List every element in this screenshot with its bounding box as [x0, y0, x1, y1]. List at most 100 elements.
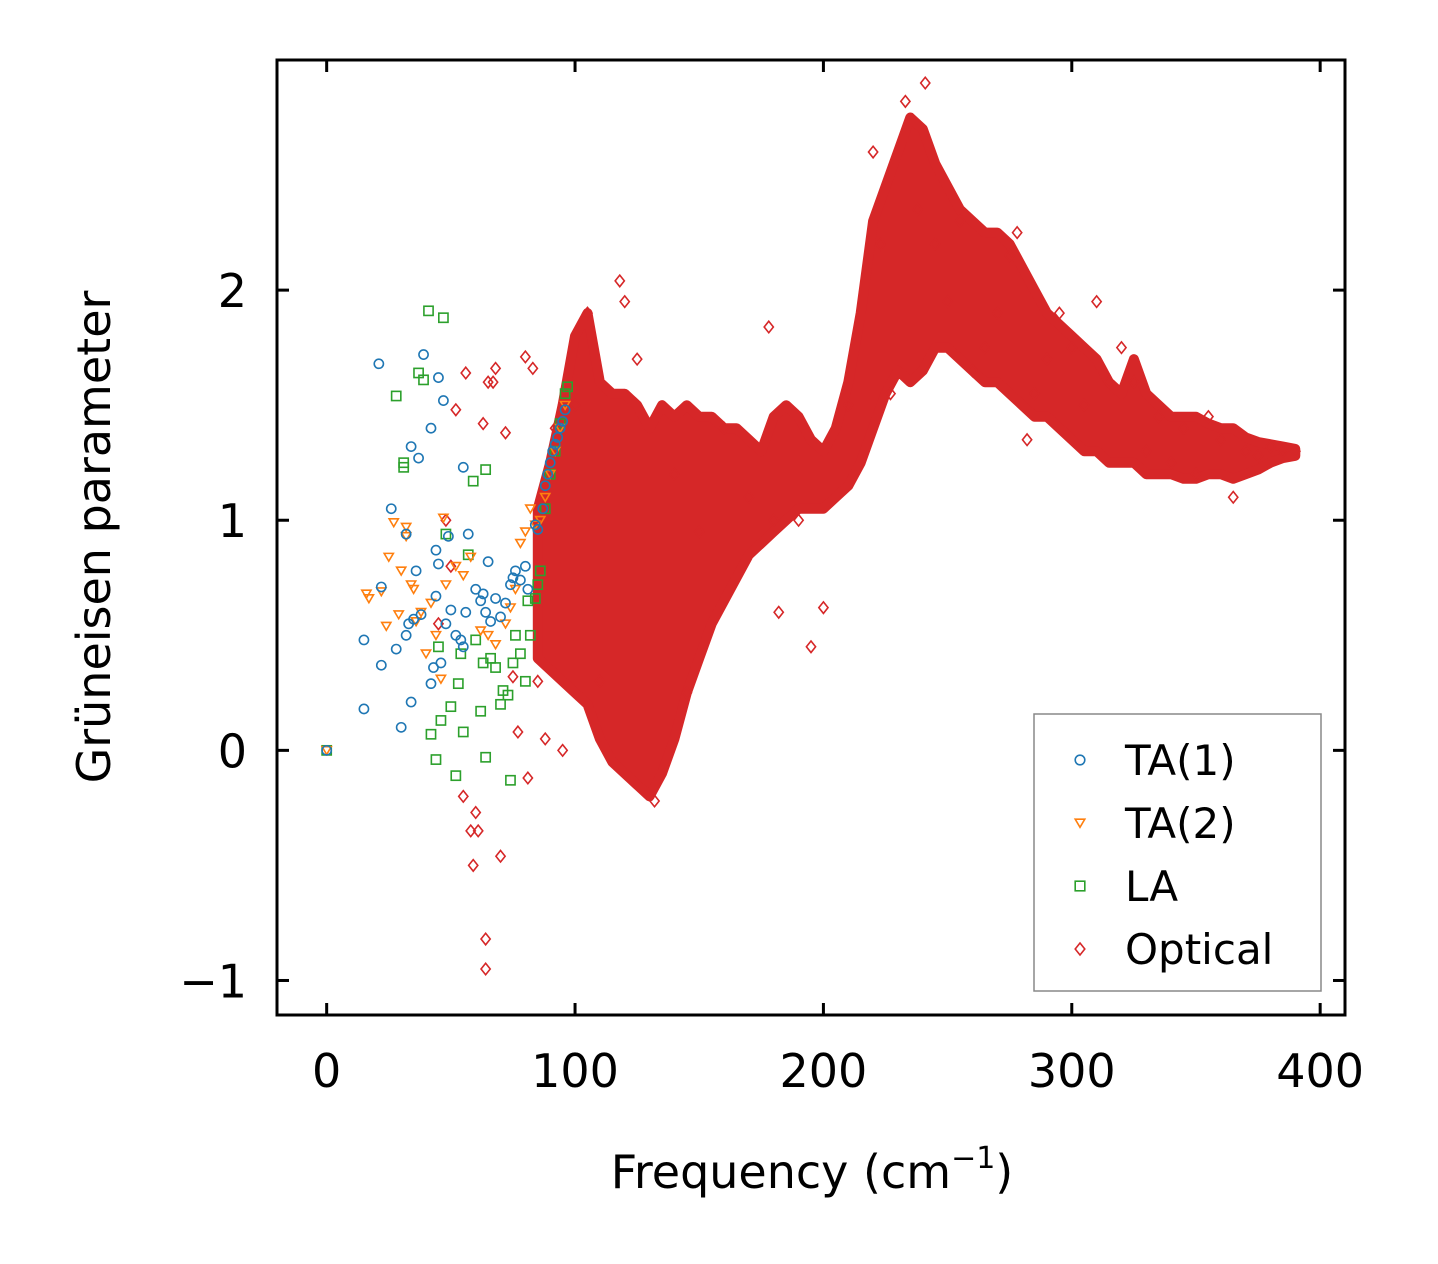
ta-1-point	[544, 457, 556, 469]
ta-1-point	[433, 372, 444, 383]
ta-1-point	[435, 657, 447, 669]
ta-2-point	[320, 745, 333, 757]
ta-1-point	[547, 445, 559, 457]
legend-label: TA(2)	[1124, 799, 1236, 848]
ta-1-point	[537, 503, 549, 515]
ta-1-point	[410, 565, 422, 577]
la-point	[470, 634, 482, 646]
optical-point	[1277, 444, 1289, 459]
ta-1-point	[405, 696, 417, 708]
optical-point	[1289, 444, 1301, 459]
optical-point	[792, 513, 805, 528]
ta-2-point	[415, 607, 428, 619]
la-point	[452, 678, 464, 690]
optical-point	[1202, 409, 1215, 424]
ta-1-point	[554, 422, 566, 434]
ta-1-point	[457, 641, 469, 653]
la-point	[462, 549, 474, 561]
optical-point	[1011, 225, 1023, 240]
ta-1-point	[515, 574, 526, 586]
la-point	[495, 698, 506, 710]
ta-1-point	[559, 404, 571, 416]
la-point	[435, 715, 447, 726]
ta-1-point	[428, 662, 439, 673]
optical-point	[472, 823, 484, 838]
optical-point	[768, 513, 780, 528]
ta-1-point	[475, 595, 487, 607]
ta-2-point	[407, 584, 420, 595]
legend-label: LA	[1125, 862, 1178, 911]
optical-point	[773, 605, 785, 620]
optical-point	[1252, 448, 1264, 463]
ta-2-point	[395, 566, 408, 577]
optical-point	[1153, 409, 1165, 424]
ta-1-point	[519, 560, 531, 572]
optical-point	[507, 669, 519, 684]
ta-2-point	[429, 630, 442, 642]
ta-1-point	[408, 613, 420, 625]
la-point	[529, 593, 541, 604]
ta-1-point	[495, 611, 506, 623]
ta-1-point	[440, 618, 452, 630]
ta-1-point	[390, 643, 402, 655]
la-point	[480, 751, 492, 763]
ta-2-point	[434, 674, 447, 685]
optical-point	[581, 306, 594, 321]
la-point	[425, 728, 437, 740]
la-point	[445, 701, 457, 713]
ta-2-point	[437, 513, 450, 524]
optical-point	[594, 674, 606, 689]
legend-marker	[1074, 941, 1086, 957]
ta-1-point	[425, 678, 437, 690]
ta-1-point	[385, 503, 397, 515]
la-point	[505, 774, 516, 786]
optical-point	[1103, 375, 1115, 390]
la-point	[418, 374, 429, 386]
la-point	[398, 457, 410, 469]
optical-point	[743, 490, 755, 505]
la-point	[480, 464, 492, 476]
ta-2-point	[482, 630, 495, 642]
optical-band-area	[532, 112, 1301, 802]
x-axis-title-main: Frequency (cm	[611, 1145, 951, 1199]
ta-2-point	[519, 527, 532, 538]
la-point	[450, 770, 462, 782]
optical-point	[1053, 306, 1065, 321]
optical-point	[450, 402, 462, 417]
ta-2-point	[362, 594, 375, 605]
optical-point	[1165, 455, 1177, 470]
optical-point	[1190, 467, 1202, 482]
optical-point	[522, 770, 534, 786]
optical-point	[470, 805, 482, 820]
optical-point	[867, 145, 879, 160]
ta-1-point	[507, 572, 519, 584]
la-point	[423, 305, 434, 317]
ta-1-point	[539, 480, 551, 492]
optical-point	[884, 386, 897, 401]
optical-point	[991, 306, 1003, 321]
optical-point	[929, 237, 941, 252]
y-tick-label: 2	[218, 264, 247, 318]
y-tick-label: −1	[179, 954, 247, 1008]
optical-point	[668, 467, 681, 482]
optical-point	[817, 600, 830, 615]
optical-point	[614, 273, 626, 288]
optical-point	[527, 361, 539, 376]
optical-point	[1227, 490, 1239, 505]
optical-point	[465, 823, 477, 838]
y-tick-label: 1	[218, 494, 247, 548]
ta-1-point	[358, 634, 370, 646]
ta-1-point	[460, 606, 472, 618]
optical-point	[619, 294, 631, 309]
ta-1-point	[405, 441, 417, 453]
axis-ticks	[277, 60, 1345, 1015]
plot-frame	[275, 58, 1347, 1017]
optical-point	[532, 674, 544, 689]
ta-1-point	[445, 604, 457, 616]
ta-1-point	[373, 358, 385, 370]
ta-1-point	[505, 579, 516, 591]
ta-2-point	[524, 504, 537, 515]
optical-point	[805, 639, 817, 654]
ta-2-point	[400, 522, 413, 533]
ta-2-point	[387, 518, 400, 529]
